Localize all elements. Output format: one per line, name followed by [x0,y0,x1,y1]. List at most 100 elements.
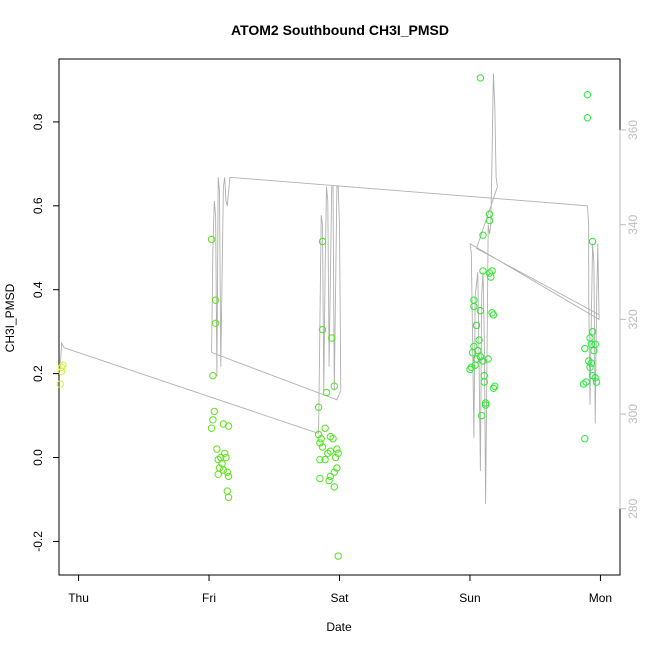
y2-tick-label: 340 [626,214,640,234]
data-point [322,388,331,397]
data-point [468,349,477,357]
data-point [488,309,496,317]
data-point [222,453,230,462]
data-point [316,474,324,483]
data-point [476,74,485,82]
data-point [592,378,601,386]
y-tick-label: 0.0 [31,449,45,466]
x-tick-label: Sat [330,591,349,605]
data-point [318,237,327,246]
data-point [334,449,342,457]
data-point [591,374,599,382]
data-point [209,416,217,424]
data-point [481,399,490,407]
data-point [56,380,64,388]
data-point [321,455,329,464]
data-point [210,407,219,416]
data-point [581,435,589,443]
data-point [329,435,337,443]
data-point [484,355,492,363]
data-point [325,476,333,485]
x-tick-label: Sun [459,591,480,605]
y2-tick-label: 300 [626,404,640,424]
data-point [586,363,594,371]
data-point [224,422,233,430]
data-point [479,357,487,365]
secondary-y-axis: 280 300 320 340 360 [619,120,640,519]
secondary-series-line [59,73,600,505]
data-point [491,382,499,390]
data-point [476,307,485,315]
y-tick-label: 0.4 [31,281,45,298]
data-point [316,439,324,447]
y-tick-label: 0.8 [31,113,45,130]
data-point [209,372,217,380]
x-tick-label: Fri [202,591,216,605]
data-point [475,336,483,344]
y-axis-label: CH3I_PMSD [3,283,17,352]
data-point [472,321,481,330]
data-point [214,455,222,464]
data-point [214,470,222,478]
x-axis: Thu Fri Sat Sun Mon [68,575,612,605]
data-point [470,302,478,311]
data-point [211,296,220,304]
data-point [207,235,216,244]
x-tick-label: Thu [68,591,89,605]
data-point [224,493,233,502]
data-point [479,231,487,239]
data-point [224,472,233,481]
y2-tick-label: 280 [626,498,640,518]
data-point [321,424,329,432]
chart-title: ATOM2 Southbound CH3I_PMSD [231,22,449,38]
y2-tick-label: 320 [626,309,640,329]
data-point [328,334,336,342]
data-point [478,411,486,420]
data-point [330,468,338,476]
points-layer [56,74,601,560]
y-tick-label: 0.6 [31,197,45,214]
x-axis-label: Date [326,620,352,634]
data-point [330,382,338,390]
data-point [333,445,341,453]
data-point [479,267,487,275]
data-point [489,311,498,319]
data-point [318,325,327,334]
data-point [467,363,475,371]
data-point [588,237,597,246]
data-point [326,472,335,481]
data-point [213,445,221,453]
data-point [59,361,67,369]
data-point [207,424,216,432]
data-point [221,449,229,457]
data-point [489,384,498,392]
data-point [314,403,323,411]
data-point [471,361,479,369]
data-point [317,435,325,443]
data-point [583,114,592,122]
data-point [324,449,332,457]
data-point [488,267,496,275]
data-point [583,91,592,99]
x-tick-label: Mon [589,591,612,605]
data-point [579,380,588,388]
y-tick-label: -0.2 [31,531,45,552]
y2-tick-label: 360 [626,120,640,140]
data-point [581,344,589,353]
data-point [316,455,324,464]
data-point [211,319,220,327]
data-point [590,346,598,355]
y-tick-label: 0.2 [31,365,45,382]
data-point [476,353,485,361]
data-point [223,468,232,476]
data-point [485,216,494,225]
line-layer [59,73,600,505]
data-point [466,365,474,374]
data-point [587,340,595,348]
data-point [334,552,342,560]
data-point [330,483,338,491]
data-point [480,378,488,386]
data-point [587,359,595,367]
